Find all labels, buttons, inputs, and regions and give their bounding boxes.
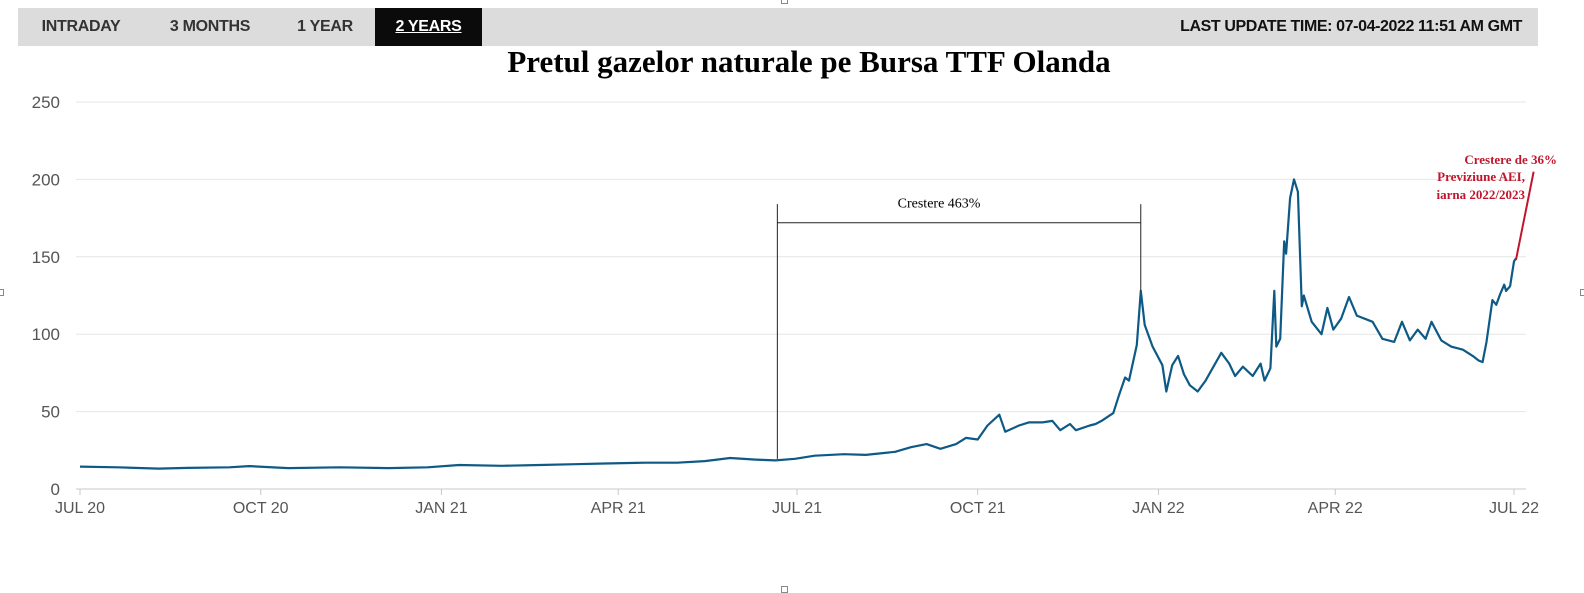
price-series-line [79,178,1517,470]
x-tick-label: JAN 22 [1132,500,1185,517]
x-tick-label: JUL 21 [772,500,822,517]
tab-intraday[interactable]: INTRADAY [41,18,121,35]
tab-3-months[interactable]: 3 MONTHS [169,18,251,35]
x-tick-label: JUL 22 [1489,500,1539,517]
y-tick-label: 150 [32,248,60,267]
last-update-time: LAST UPDATE TIME: 07-04-2022 11:51 AM GM… [1180,18,1522,35]
resize-handle-right [1580,289,1584,296]
resize-handle-top [781,0,788,4]
chart-title: Pretul gazelor naturale pe Bursa TTF Ola… [507,44,1111,79]
x-tick-label: OCT 20 [233,500,289,517]
y-tick-label: 250 [32,93,60,112]
y-tick-label: 50 [41,403,60,422]
growth-annotation-label: Crestere 463% [898,197,981,212]
x-tick-label: JUL 20 [55,500,105,517]
forecast-annotation-line: Crestere de 36% [1464,152,1557,167]
x-tick-label: JAN 21 [415,500,468,517]
timeframe-toolbar: INTRADAY 3 MONTHS 1 YEAR 2 YEARS LAST UP… [18,8,1538,46]
tab-1-year[interactable]: 1 YEAR [297,18,353,35]
y-tick-label: 100 [32,325,60,344]
resize-handle-left [0,289,4,296]
x-tick-label: OCT 21 [950,500,1006,517]
y-tick-label: 200 [32,170,60,189]
forecast-annotation-line: iarna 2022/2023 [1437,187,1526,202]
forecast-arrow [1514,171,1535,261]
x-tick-label: APR 22 [1308,500,1363,517]
tab-2-years[interactable]: 2 YEARS [375,8,482,46]
x-tick-label: APR 21 [591,500,646,517]
y-tick-label: 0 [51,480,60,499]
forecast-annotation-line: Previziune AEI, [1437,169,1525,184]
